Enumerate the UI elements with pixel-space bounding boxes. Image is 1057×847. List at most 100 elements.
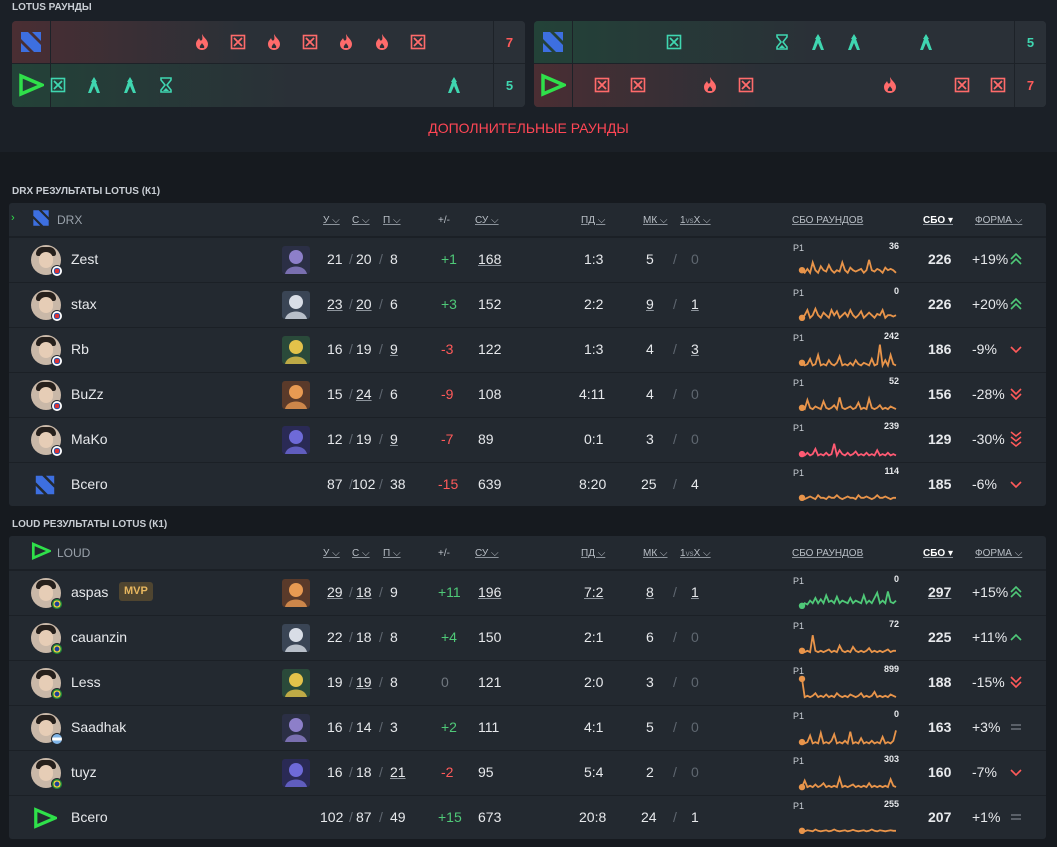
- agent-viper-icon: [282, 336, 310, 364]
- deaths: 18: [356, 764, 372, 780]
- slash: /: [673, 584, 677, 600]
- sbo-rounds-sparkline[interactable]: Р1 0: [792, 706, 900, 751]
- svg-text:0: 0: [894, 574, 899, 584]
- player-row[interactable]: aspas MVP 29/18/9 +11 196 7:2 8/1 Р1 0 297 +15%: [9, 570, 1046, 615]
- sbo-rounds-sparkline[interactable]: Р1 52: [792, 373, 900, 418]
- sbo-rounds-sparkline[interactable]: Р1 114: [792, 463, 900, 508]
- adr: 673: [478, 809, 502, 825]
- adr: 150: [478, 629, 502, 645]
- sort-first-kills[interactable]: ПД ⌵: [581, 215, 606, 226]
- adr: 95: [478, 764, 494, 780]
- loud-logo-icon: [18, 72, 47, 98]
- agent-viper-icon: [282, 669, 310, 697]
- sort-assists[interactable]: П ⌵: [383, 215, 401, 226]
- svg-text:Р1: Р1: [793, 378, 804, 388]
- sort-sbo[interactable]: СБО ▾: [923, 215, 953, 226]
- sbo-rounds-sparkline[interactable]: Р1 899: [792, 661, 900, 706]
- loud-stats-table: LOUD У ⌵ С ⌵ П ⌵ +/- СУ ⌵ ПД ⌵ МК ⌵ 1vsX ⌵ СБО РА…: [9, 536, 1046, 839]
- sbo-rounds-sparkline[interactable]: Р1 303: [792, 751, 900, 796]
- player-name[interactable]: Saadhak: [71, 719, 127, 735]
- sort-multikills[interactable]: МК ⌵: [643, 215, 668, 226]
- total-row[interactable]: Всего 102/87/49 +15 673 20:8 24/1 Р1 255 207 +1%: [9, 795, 1046, 840]
- sbo-rounds-sparkline[interactable]: Р1 0: [792, 571, 900, 616]
- slash: /: [349, 296, 353, 312]
- form-trend-icon: [1009, 718, 1023, 736]
- player-row[interactable]: Saadhak 16/14/3 +2 111 4:1 5/0 Р1 0 163 +3%: [9, 705, 1046, 750]
- sbo-rounds-sparkline[interactable]: Р1 242: [792, 328, 900, 373]
- sort-deaths[interactable]: С ⌵: [352, 548, 370, 559]
- sort-first-kills[interactable]: ПД ⌵: [581, 548, 606, 559]
- round-divider: [50, 64, 51, 107]
- kills: 15: [327, 386, 343, 402]
- player-row[interactable]: cauanzin 22/18/8 +4 150 2:1 6/0 Р1 72 225 +11%: [9, 615, 1046, 660]
- player-name[interactable]: tuyz: [71, 764, 97, 780]
- player-avatar: [31, 380, 61, 410]
- player-row[interactable]: Less 19/19/8 0 121 2:0 3/0 Р1 899 188 -15%: [9, 660, 1046, 705]
- player-name[interactable]: stax: [71, 296, 97, 312]
- sort-clutches[interactable]: 1vsX ⌵: [680, 215, 711, 226]
- svg-text:Р1: Р1: [793, 711, 804, 721]
- assists: 9: [390, 341, 398, 357]
- slash: /: [349, 386, 353, 402]
- player-name[interactable]: aspas: [71, 584, 109, 600]
- slash: /: [673, 296, 677, 312]
- elimination-icon: [737, 76, 755, 94]
- sort-kills[interactable]: У ⌵: [323, 548, 340, 559]
- player-row[interactable]: MaKo 12/19/9 -7 89 0:1 3/0 Р1 239 129 -30%: [9, 417, 1046, 462]
- player-name[interactable]: cauanzin: [71, 629, 128, 645]
- player-name[interactable]: Zest: [71, 251, 99, 267]
- slash: /: [379, 251, 383, 267]
- country-flag-icon: [51, 355, 63, 367]
- adr: 108: [478, 386, 502, 402]
- sort-clutches[interactable]: 1vsX ⌵: [680, 548, 711, 559]
- sbo-rounds-sparkline[interactable]: Р1 72: [792, 616, 900, 661]
- elimination-icon: [229, 33, 247, 51]
- sbo-rating: 163: [928, 719, 952, 735]
- plus-minus: -2: [441, 764, 454, 780]
- sort-form[interactable]: ФОРМА ⌵: [975, 548, 1023, 559]
- player-row[interactable]: Zest 21/20/8 +1 168 1:3 5/0 Р1 36 226 +19%: [9, 237, 1046, 282]
- player-row[interactable]: BuZz 15/24/6 -9 108 4:11 4/0 Р1 52 156 -28%: [9, 372, 1046, 417]
- slash: /: [673, 719, 677, 735]
- sort-kills[interactable]: У ⌵: [323, 215, 340, 226]
- player-name[interactable]: BuZz: [71, 386, 104, 402]
- player-row[interactable]: tuyz 16/18/21 -2 95 5:4 2/0 Р1 303 160 -7%: [9, 750, 1046, 795]
- kills: 16: [327, 719, 343, 735]
- sort-assists[interactable]: П ⌵: [383, 548, 401, 559]
- extra-rounds-link[interactable]: ДОПОЛНИТЕЛЬНЫЕ РАУНДЫ: [428, 120, 629, 136]
- country-flag-icon: [51, 733, 63, 745]
- loud-logo-icon: [540, 72, 569, 98]
- player-name[interactable]: MaKo: [71, 431, 108, 447]
- player-row[interactable]: stax 23/20/6 +3 152 2:2 9/1 Р1 0 226 +20%: [9, 282, 1046, 327]
- svg-text:Р1: Р1: [793, 576, 804, 586]
- sbo-rating: 156: [928, 386, 952, 402]
- sbo-rounds-sparkline[interactable]: Р1 36: [792, 238, 900, 283]
- expand-icon[interactable]: ›: [11, 212, 15, 224]
- sort-sbo[interactable]: СБО ▾: [923, 548, 953, 559]
- sort-deaths[interactable]: С ⌵: [352, 215, 370, 226]
- sort-form[interactable]: ФОРМА ⌵: [975, 215, 1023, 226]
- drx-logo-icon: [31, 208, 51, 228]
- sbo-rounds-sparkline[interactable]: Р1 0: [792, 283, 900, 328]
- assists: 21: [390, 764, 406, 780]
- player-name[interactable]: Less: [71, 674, 101, 690]
- slash: /: [349, 629, 353, 645]
- agent-jett-icon: [282, 624, 310, 652]
- team-name: LOUD: [57, 546, 91, 560]
- round-score: 7: [493, 21, 525, 64]
- player-name[interactable]: Rb: [71, 341, 89, 357]
- round-divider: [572, 64, 573, 107]
- player-row[interactable]: Rb 16/19/9 -3 122 1:3 4/3 Р1 242 186 -9%: [9, 327, 1046, 372]
- total-row[interactable]: Всего 87/102/38 -15 639 8:20 25/4 Р1 114 185 -6%: [9, 462, 1046, 507]
- slash: /: [379, 809, 383, 825]
- sbo-rounds-sparkline[interactable]: Р1 255: [792, 796, 900, 841]
- drx-logo-icon: [540, 29, 566, 55]
- clutches: 0: [691, 674, 699, 690]
- sort-multikills[interactable]: МК ⌵: [643, 548, 668, 559]
- multikills: 24: [641, 809, 657, 825]
- sbo-rounds-sparkline[interactable]: Р1 239: [792, 418, 900, 463]
- sort-adr[interactable]: СУ ⌵: [475, 215, 499, 226]
- sort-adr[interactable]: СУ ⌵: [475, 548, 499, 559]
- form-trend-icon: [1009, 340, 1023, 358]
